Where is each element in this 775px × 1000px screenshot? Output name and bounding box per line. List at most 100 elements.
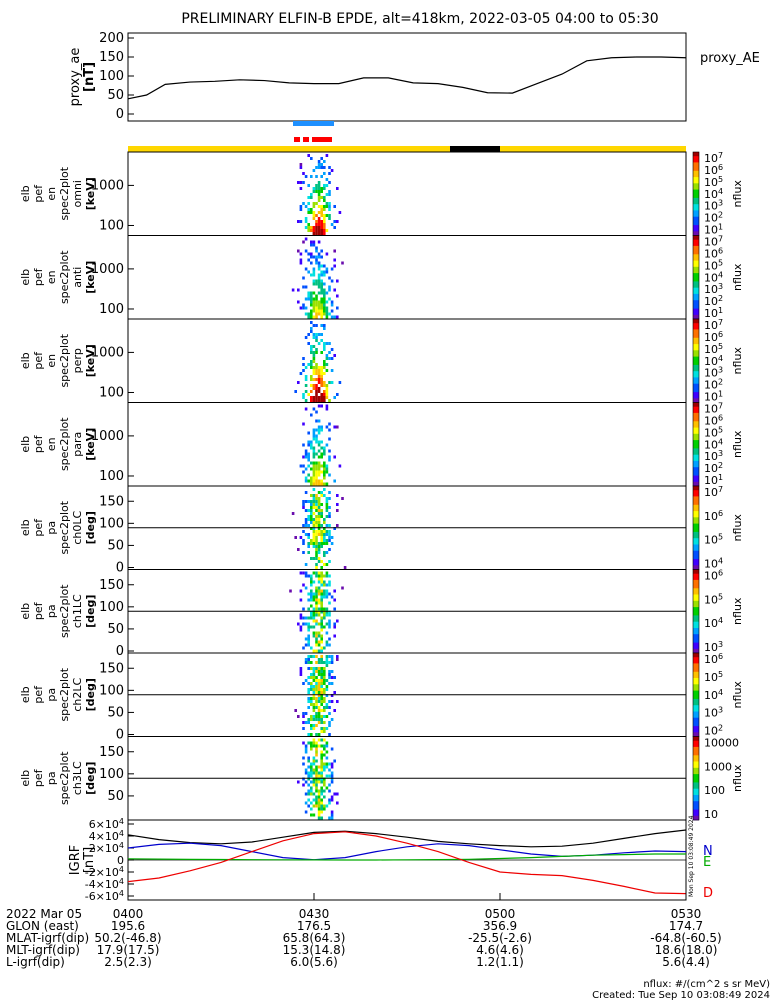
colorbar-cell: [693, 154, 699, 157]
spectrogram-cell: [307, 431, 310, 435]
spectrogram-cell: [302, 524, 305, 527]
spectrogram-cell: [312, 333, 316, 336]
spectrogram-cell: [325, 306, 329, 310]
spectrogram-cell: [304, 768, 308, 772]
spectrogram-cell: [333, 625, 336, 629]
spectrogram-cell: [312, 744, 316, 748]
ephemeris-cell: MLAT-igrf(dip): [6, 931, 89, 945]
spectrogram-cell: [317, 291, 321, 295]
spectrogram-cell: [307, 551, 310, 554]
spectrogram-cell: [323, 607, 326, 611]
ephemeris-cell: 0430: [299, 907, 330, 921]
spectrogram-cell: [310, 297, 313, 301]
spectrogram-cell: [328, 548, 331, 551]
spectrogram-cell: [310, 715, 313, 718]
spectrogram-cell: [328, 205, 331, 208]
spec-ytick-label: 1000: [91, 262, 124, 277]
spectrogram-cell: [315, 384, 318, 387]
colorbar-tick-label: 102: [704, 377, 723, 392]
spectrogram-cell: [323, 226, 326, 229]
spectrogram-cell: [320, 440, 323, 444]
ephemeris-cell: 195.6: [111, 919, 145, 933]
spectrogram-cell: [307, 294, 310, 298]
spectrogram-cell: [320, 542, 323, 545]
spectrogram-cell: [320, 482, 323, 486]
colorbar-cell: [693, 454, 699, 458]
colorbar-cell: [693, 252, 699, 255]
colorbar-cell: [693, 515, 699, 518]
colorbar-label: nflux: [731, 430, 744, 458]
spectrogram-cell: [328, 193, 331, 196]
spectrogram-cell: [317, 455, 321, 459]
spectrogram-cell: [320, 375, 323, 378]
spectrogram-cell: [323, 300, 326, 304]
spectrogram-cell: [310, 303, 313, 307]
spectrogram-cell: [317, 610, 321, 614]
spectrogram-cell: [315, 718, 318, 721]
colorbar-cell: [693, 448, 699, 451]
spectrogram-cell: [315, 637, 318, 641]
spectrogram-cell: [320, 721, 323, 724]
spectrogram-cell: [320, 157, 323, 160]
spectrogram-cell: [323, 738, 326, 742]
colorbar-cell: [693, 569, 699, 572]
colorbar-cell: [693, 579, 699, 583]
colorbar-cell: [693, 736, 699, 739]
spectrogram-cell: [315, 223, 318, 226]
colorbar-cell: [693, 314, 699, 318]
colorbar-cell: [693, 617, 699, 620]
spectrogram-cell: [325, 443, 329, 447]
spectrogram-cell: [320, 372, 323, 375]
spectrogram-cell: [302, 607, 305, 611]
spectrogram-cell: [330, 747, 334, 751]
spectrogram-cell: [310, 792, 313, 796]
spectrogram-cell: [320, 786, 323, 790]
spectrogram-cell: [317, 211, 321, 214]
spectrogram-cell: [312, 521, 316, 524]
spectrogram-cell: [317, 518, 321, 521]
spectrogram-cell: [315, 601, 318, 605]
colorbar-cell: [693, 229, 699, 232]
spectrogram-cell: [323, 264, 326, 268]
spectrogram-cell: [320, 759, 323, 763]
spec-ytick-label: 100: [99, 469, 124, 484]
spectrogram-cell: [328, 181, 331, 184]
spec-ytick-label: 100: [99, 767, 124, 782]
spectrogram-cell: [333, 759, 336, 763]
spectrogram-cell: [315, 768, 318, 772]
spectrogram-cell: [328, 655, 331, 658]
spectrogram-cell: [323, 324, 326, 327]
spec-ytick-label: 50: [107, 705, 124, 720]
spectrogram-cell: [323, 530, 326, 533]
spectrogram-cell: [310, 476, 313, 480]
spectrogram-cell: [320, 190, 323, 193]
igrf-label-n: N: [703, 844, 713, 859]
colorbar-cell: [693, 172, 699, 176]
spectrogram-cell: [302, 712, 305, 715]
spectrogram-cell: [323, 312, 326, 316]
spectrogram-cell: [312, 300, 316, 304]
spectrogram-cell: [297, 288, 300, 292]
spectrogram-cell: [312, 768, 316, 772]
spectrogram-cell: [302, 715, 305, 718]
spectrogram-cell: [317, 813, 321, 817]
spectrogram-cell: [310, 309, 313, 313]
spectrogram-cell: [312, 613, 316, 617]
spectrogram-cell: [328, 721, 331, 724]
colorbar-cell: [693, 506, 699, 510]
colorbar-cell: [693, 463, 699, 466]
spectrogram-cell: [310, 542, 313, 545]
spectrogram-cell: [307, 804, 310, 808]
colorbar-tick-label: 105: [704, 258, 723, 273]
spectrogram-cell: [320, 816, 323, 820]
colorbar-tick-label: 104: [704, 616, 723, 631]
spectrogram-cell: [312, 715, 316, 718]
spectrogram-cell: [315, 258, 318, 262]
colorbar-cell: [693, 575, 699, 579]
spectrogram-cell: [315, 685, 318, 688]
spectrogram-cell: [320, 682, 323, 685]
spectrogram-cell: [315, 336, 318, 339]
spectrogram-cell: [317, 285, 321, 289]
spectrogram-cell: [304, 366, 308, 369]
